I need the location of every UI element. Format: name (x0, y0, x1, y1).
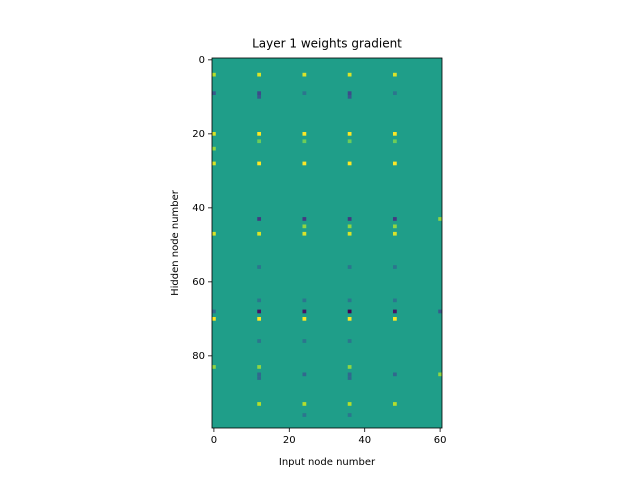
heatmap-cell (257, 231, 262, 236)
y-tick-label: 20 (192, 129, 205, 140)
heatmap-cell (392, 309, 397, 314)
heatmap-cell (392, 224, 397, 229)
heatmap-cell (347, 317, 352, 321)
heatmap-cell (212, 132, 216, 136)
heatmap-cell (212, 365, 216, 369)
heatmap-cell (212, 231, 216, 236)
heatmap-cell (212, 161, 216, 166)
heatmap-cell (257, 91, 262, 95)
heatmap-cell (347, 231, 352, 236)
heatmap-cell (212, 72, 216, 77)
heatmap-cell (257, 365, 262, 369)
heatmap-background (212, 58, 442, 428)
heatmap-cell (302, 413, 307, 417)
heatmap-cell (257, 309, 262, 314)
heatmap-cell (347, 402, 352, 406)
y-tick-label: 60 (192, 277, 205, 288)
y-axis-label: Hidden node number (170, 189, 181, 296)
heatmap-cell (392, 217, 397, 221)
heatmap-cell (257, 402, 262, 406)
heatmap-cell (347, 339, 352, 343)
heatmap-cell (302, 139, 307, 144)
heatmap-cell (257, 317, 262, 321)
heatmap-cell (347, 161, 352, 166)
heatmap-cell (347, 224, 352, 229)
x-tick-label: 20 (283, 435, 296, 446)
heatmap-cell (257, 95, 262, 99)
heatmap-cell (302, 224, 307, 229)
x-tick-label: 0 (211, 435, 217, 446)
heatmap-cell (347, 72, 352, 77)
heatmap-cell (212, 91, 216, 95)
heatmap-cell (302, 309, 307, 314)
heatmap-cell (392, 72, 397, 77)
y-tick-label: 80 (192, 351, 205, 362)
heatmap-cell (212, 317, 216, 321)
y-tick-label: 0 (199, 55, 205, 66)
heatmap-cell (302, 402, 307, 406)
heatmap-cell (302, 132, 307, 136)
heatmap-cell (438, 309, 442, 314)
heatmap-cell (347, 265, 352, 269)
plot-area (212, 58, 442, 428)
heatmap-cell (212, 146, 216, 151)
heatmap-cell (302, 372, 307, 377)
heatmap-cell (347, 139, 352, 144)
heatmap-cell (302, 298, 307, 303)
heatmap-cell (392, 231, 397, 236)
heatmap-cell (392, 139, 397, 144)
heatmap-cell (347, 413, 352, 417)
heatmap-cell (347, 95, 352, 99)
chart-title: Layer 1 weights gradient (252, 37, 402, 51)
axes-frame (211, 57, 443, 429)
heatmap-cell (302, 161, 307, 166)
x-axis-label: Input node number (279, 457, 376, 468)
heatmap-cell (392, 161, 397, 166)
heatmap-cell (347, 309, 352, 314)
heatmap-cell (257, 372, 262, 377)
heatmap-cell (212, 309, 216, 314)
heatmap-cell (257, 298, 262, 303)
heatmap-cell (257, 217, 262, 221)
heatmap-cell (257, 161, 262, 166)
heatmap-cell (257, 72, 262, 77)
y-tick-label: 40 (192, 203, 205, 214)
heatmap-cell (347, 298, 352, 303)
heatmap-cell (347, 372, 352, 377)
heatmap-cell (257, 376, 262, 380)
heatmap-cell (438, 372, 442, 377)
heatmap-cell (347, 132, 352, 136)
heatmap-cell (392, 265, 397, 269)
heatmap-cell (302, 231, 307, 236)
heatmap-cell (392, 91, 397, 95)
heatmap-cell (257, 132, 262, 136)
heatmap-cell (347, 376, 352, 380)
heatmap-cell (257, 265, 262, 269)
heatmap-cell (257, 139, 262, 144)
heatmap-cell (392, 298, 397, 303)
heatmap-cell (392, 317, 397, 321)
x-tick-label: 60 (434, 435, 447, 446)
heatmap-cell (302, 317, 307, 321)
heatmap-cell (302, 217, 307, 221)
heatmap-cell (302, 91, 307, 95)
heatmap-cell (392, 372, 397, 377)
x-tick-label: 40 (358, 435, 371, 446)
heatmap-cell (392, 402, 397, 406)
heatmap-cell (347, 365, 352, 369)
heatmap-cell (302, 339, 307, 343)
heatmap-cell (257, 339, 262, 343)
heatmap-cell (392, 132, 397, 136)
heatmap-cell (302, 72, 307, 77)
heatmap-cell (438, 217, 442, 221)
heatmap-cell (347, 91, 352, 95)
heatmap-cell (347, 217, 352, 221)
